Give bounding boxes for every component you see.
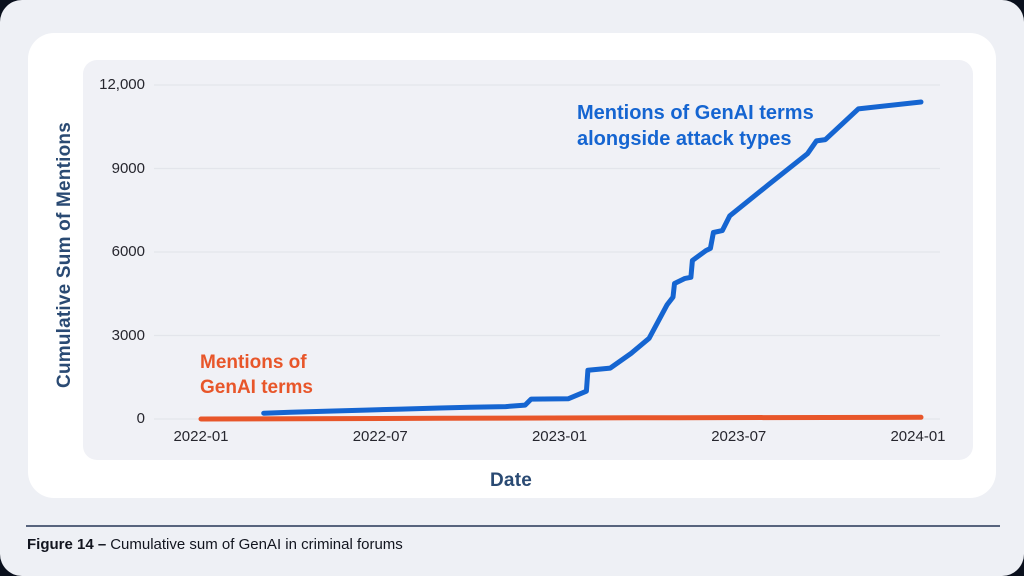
y-axis-title: Cumulative Sum of Mentions [54, 122, 75, 388]
chart-canvas [154, 84, 940, 422]
chart-card: Cumulative Sum of Mentions Mentions of G… [28, 33, 996, 498]
x-axis-tick-label: 2022-07 [352, 428, 408, 445]
y-axis-tick-label: 12,000 [99, 76, 145, 93]
figure-caption-label: Figure 14 – [27, 536, 107, 553]
x-axis-title: Date [490, 470, 532, 491]
series-line-secondary [198, 414, 924, 422]
x-axis-tick-label: 2023-07 [711, 428, 767, 445]
annotation-blue-series: Mentions of GenAI terms alongside attack… [577, 100, 814, 153]
annotation-blue-line1: Mentions of GenAI terms [577, 102, 814, 124]
annotation-orange-line1: Mentions of [200, 352, 307, 373]
annotation-orange-line2: GenAI terms [200, 377, 313, 399]
figure-caption: Figure 14 – Cumulative sum of GenAI in cr… [27, 536, 403, 553]
figure-caption-text: Cumulative sum of GenAI in criminal foru… [110, 536, 403, 553]
x-axis-tick-label: 2023-01 [531, 428, 588, 445]
y-axis-tick-label: 9000 [111, 159, 145, 177]
plot-area: Mentions of GenAI terms Mentions of GenA… [83, 60, 973, 460]
y-axis-tick-label: 6000 [111, 243, 145, 260]
series-line-primary [261, 99, 924, 416]
x-axis-tick-label: 2022-01 [173, 428, 229, 445]
x-axis-tick-label: 2024-01 [890, 428, 946, 445]
y-axis-tick-label: 3000 [111, 326, 145, 344]
caption-divider [26, 525, 1000, 527]
annotation-orange-series: Mentions of GenAI terms [200, 350, 313, 400]
annotation-blue-line2: alongside attack types [577, 128, 792, 151]
y-axis-tick-label: 0 [136, 410, 145, 427]
